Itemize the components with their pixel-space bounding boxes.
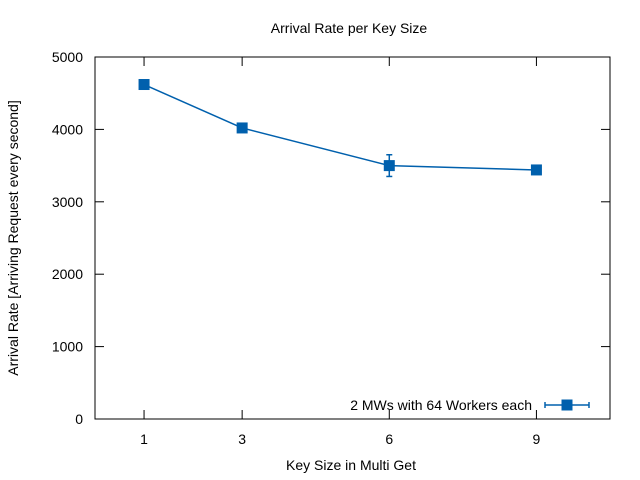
series-layer <box>138 79 542 178</box>
y-tick-label: 4000 <box>52 121 83 137</box>
data-point <box>138 79 150 91</box>
data-point <box>530 164 542 176</box>
legend-marker <box>561 399 573 411</box>
data-point <box>383 160 395 172</box>
x-axis: 1 3 6 9 <box>140 57 541 447</box>
x-tick-label: 6 <box>385 431 393 447</box>
legend-sample <box>544 399 590 411</box>
y-tick-label: 3000 <box>52 194 83 210</box>
y-tick-label: 5000 <box>52 49 83 65</box>
x-axis-label: Key Size in Multi Get <box>286 457 416 473</box>
legend: 2 MWs with 64 Workers each <box>350 397 590 413</box>
x-tick-label: 9 <box>533 431 541 447</box>
y-tick-label: 1000 <box>52 339 83 355</box>
chart-title: Arrival Rate per Key Size <box>271 20 428 36</box>
x-tick-label: 3 <box>238 431 246 447</box>
y-tick-label: 0 <box>75 411 83 427</box>
y-tick-label: 2000 <box>52 266 83 282</box>
y-axis: 0 1000 2000 3000 4000 5000 <box>52 49 610 427</box>
legend-label: 2 MWs with 64 Workers each <box>350 397 532 413</box>
plot-frame <box>94 56 611 420</box>
series-line <box>143 83 537 171</box>
y-axis-label: Arrival Rate [Arriving Request every sec… <box>5 100 21 375</box>
data-point <box>236 122 248 134</box>
x-tick-label: 1 <box>140 431 148 447</box>
